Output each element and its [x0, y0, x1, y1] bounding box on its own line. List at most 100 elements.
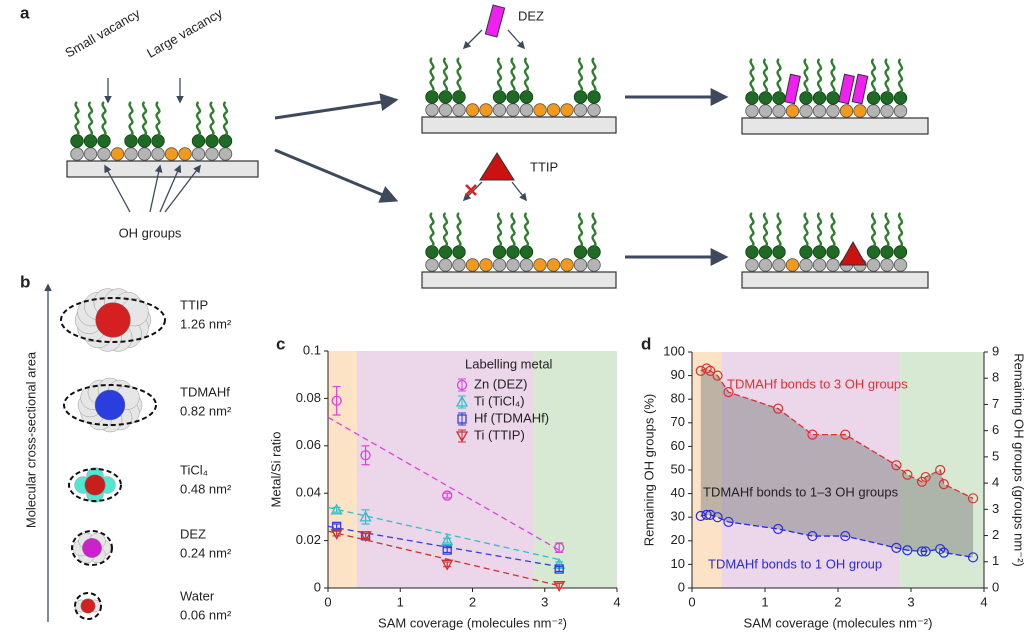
- region: [356, 351, 534, 588]
- sam-chain: [577, 212, 584, 248]
- surface-site: [546, 258, 561, 272]
- surface-site: [506, 103, 520, 117]
- y-tick-label: 0.04: [296, 485, 321, 500]
- sam-chain: [830, 212, 836, 248]
- y2-axis-label: Remaining OH groups (groups nm⁻²): [1012, 353, 1027, 567]
- region: [328, 351, 357, 588]
- marker: [807, 429, 818, 440]
- marker: [330, 528, 343, 540]
- error-bar: [332, 385, 341, 416]
- sam-head: [83, 134, 98, 148]
- sam-head: [519, 90, 534, 104]
- cross-section: [68, 468, 122, 502]
- surface-site: [425, 103, 439, 117]
- surface-site: [97, 147, 111, 161]
- surface-site: [479, 258, 493, 272]
- marker: [712, 512, 723, 523]
- dez-molecule: [784, 73, 801, 105]
- surface-site: [893, 258, 908, 272]
- annotation: Small vacancy: [62, 5, 143, 60]
- surface-site: [492, 258, 507, 272]
- y-tick-label: 0.1: [303, 342, 321, 357]
- y-tick-label: 80: [671, 391, 685, 406]
- surface-site: [758, 104, 773, 118]
- surface-site: [438, 103, 453, 117]
- marker: [920, 471, 931, 483]
- arrow: [149, 164, 163, 213]
- surface-site: [758, 258, 773, 272]
- marker: [359, 531, 372, 543]
- x-tick-label: 3: [907, 594, 914, 609]
- y-tick-label: 0.02: [296, 532, 321, 547]
- surface-site: [519, 258, 534, 272]
- arrow: [164, 164, 201, 213]
- surface-site: [465, 103, 480, 117]
- sam-chain: [195, 101, 202, 137]
- marker: [773, 523, 784, 535]
- sam-head: [772, 91, 786, 105]
- marker: [891, 542, 902, 553]
- marker: [330, 503, 343, 515]
- marker: [938, 547, 949, 558]
- molecule-area: 1.26 nm²: [180, 316, 232, 331]
- error-bar: [555, 582, 564, 589]
- legend-label: Ti (TTIP): [474, 427, 525, 442]
- surface-site: [452, 103, 466, 117]
- marker: [723, 516, 734, 528]
- sam-chain: [803, 58, 809, 94]
- sam-head: [826, 245, 840, 259]
- y2-tick-label: 8: [992, 370, 999, 385]
- legend-marker: [457, 414, 467, 424]
- sam-head: [452, 245, 466, 259]
- y2-tick-label: 1: [992, 553, 999, 568]
- ttip-molecule: [839, 240, 867, 266]
- marker: [938, 479, 949, 490]
- surface-site: [772, 104, 786, 118]
- sam-head: [893, 245, 908, 259]
- sam-chain: [523, 212, 530, 248]
- legend-label: Zn (DEZ): [474, 376, 527, 391]
- arrow: [104, 164, 131, 213]
- sam-head: [893, 91, 908, 105]
- marker: [935, 543, 946, 555]
- surface-site: [110, 147, 125, 161]
- marker: [705, 365, 716, 376]
- surface-site: [425, 258, 439, 272]
- y2-tick-label: 4: [992, 475, 999, 490]
- annotation: TDMAHf bonds to 1–3 OH groups: [703, 484, 899, 499]
- x-tick-label: 2: [469, 594, 476, 609]
- surface-site: [839, 104, 854, 118]
- sam-head: [492, 245, 507, 259]
- y-tick-label: 0.08: [296, 390, 321, 405]
- surface-site: [853, 104, 867, 118]
- surface-site: [137, 147, 152, 161]
- legend-label: Ti (TiCl₄): [474, 393, 525, 408]
- marker: [441, 534, 454, 546]
- sam-chain: [870, 58, 877, 94]
- sam-head: [880, 245, 894, 259]
- marker: [840, 530, 851, 542]
- y-axis-label: Remaining OH groups (%): [641, 394, 656, 546]
- marker: [695, 510, 706, 522]
- dez-molecule: [484, 4, 506, 38]
- x-tick-label: 2: [834, 594, 841, 609]
- cross-section: [71, 530, 113, 566]
- molecule-area: 0.06 nm²: [180, 607, 232, 622]
- y-tick-label: 10: [671, 556, 685, 571]
- dez-molecule: [851, 73, 869, 105]
- sam-head: [799, 91, 813, 105]
- error-bar: [332, 506, 341, 513]
- sam-chain: [442, 57, 449, 93]
- panel-label: d: [641, 334, 651, 353]
- surface-site: [560, 258, 574, 272]
- legend-marker: [455, 395, 469, 407]
- arrow: [511, 181, 527, 202]
- marker: [553, 580, 566, 592]
- x-tick-label: 0: [688, 594, 695, 609]
- cross-section: [74, 592, 102, 620]
- y-tick-label: 100: [663, 343, 685, 358]
- y2-tick-label: 7: [992, 396, 999, 411]
- error-bar: [443, 492, 452, 499]
- sam-head: [758, 245, 773, 259]
